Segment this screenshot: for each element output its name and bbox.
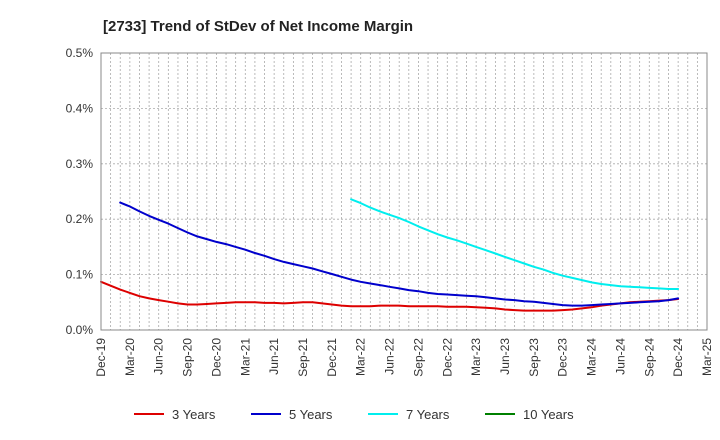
y-axis-tick-labels: 0.0% 0.1% 0.2% 0.3% 0.4% 0.5% bbox=[66, 46, 94, 337]
y-tick-label: 0.1% bbox=[66, 268, 94, 282]
x-tick-label: Mar-23 bbox=[469, 338, 483, 376]
y-tick-label: 0.0% bbox=[66, 323, 94, 337]
x-tick-label: Sep-23 bbox=[527, 338, 541, 377]
x-tick-label: Mar-20 bbox=[123, 338, 137, 376]
x-tick-label: Sep-21 bbox=[296, 338, 310, 377]
x-tick-label: Jun-22 bbox=[383, 338, 397, 375]
x-tick-label: Jun-24 bbox=[613, 338, 627, 375]
series-lines bbox=[100, 198, 680, 312]
chart-title: [2733] Trend of StDev of Net Income Marg… bbox=[103, 18, 413, 35]
x-tick-label: Dec-24 bbox=[671, 338, 685, 377]
x-tick-label: Mar-21 bbox=[238, 338, 252, 376]
x-tick-label: Mar-24 bbox=[585, 338, 599, 376]
x-tick-label: Sep-20 bbox=[181, 338, 195, 377]
legend-label: 10 Years bbox=[523, 407, 574, 422]
plot-frame bbox=[100, 52, 708, 331]
series-line-7-years bbox=[350, 198, 680, 290]
y-tick-label: 0.4% bbox=[66, 101, 94, 115]
series-line-5-years bbox=[119, 201, 680, 307]
x-tick-label: Sep-22 bbox=[411, 338, 425, 377]
y-tick-label: 0.3% bbox=[66, 157, 94, 171]
x-tick-label: Dec-21 bbox=[325, 338, 339, 377]
y-tick-label: 0.5% bbox=[66, 46, 94, 60]
grid-lines bbox=[101, 53, 707, 330]
y-tick-label: 0.2% bbox=[66, 212, 94, 226]
x-tick-label: Dec-19 bbox=[94, 338, 108, 377]
x-tick-label: Jun-23 bbox=[498, 338, 512, 375]
legend: 3 Years 5 Years 7 Years 10 Years bbox=[134, 407, 574, 422]
x-tick-label: Dec-23 bbox=[556, 338, 570, 377]
x-tick-label: Dec-20 bbox=[209, 338, 223, 377]
x-axis-tick-labels: Dec-19 Mar-20 Jun-20 Sep-20 Dec-20 Mar-21 Jun-… bbox=[94, 338, 714, 377]
x-tick-label: Mar-25 bbox=[700, 338, 714, 376]
series-line-3-years bbox=[100, 280, 680, 312]
legend-label: 7 Years bbox=[406, 407, 450, 422]
x-tick-label: Dec-22 bbox=[440, 338, 454, 377]
x-tick-label: Jun-21 bbox=[267, 338, 281, 375]
legend-label: 3 Years bbox=[172, 407, 216, 422]
legend-label: 5 Years bbox=[289, 407, 333, 422]
x-tick-label: Jun-20 bbox=[152, 338, 166, 375]
x-tick-label: Sep-24 bbox=[642, 338, 656, 377]
x-tick-label: Mar-22 bbox=[354, 338, 368, 376]
